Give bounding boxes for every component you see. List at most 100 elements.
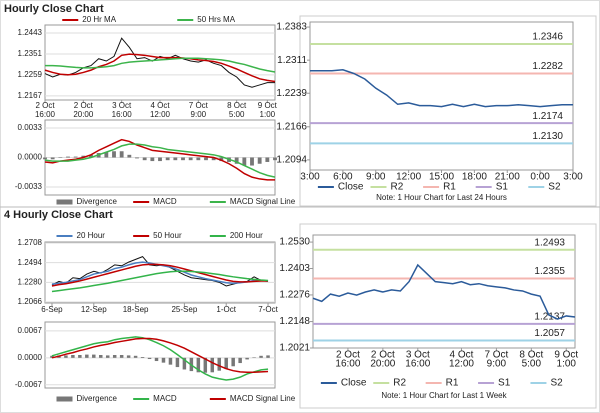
x-tick-label: 9:00 [487, 359, 507, 370]
x-tick-label: 3 Oct [406, 350, 430, 361]
divergence-bar [43, 157, 47, 160]
panel-frame [299, 15, 597, 207]
y-tick-label: 1.2280 [18, 277, 43, 286]
x-tick-label: 6-Sep [41, 305, 63, 314]
series-line [44, 53, 276, 83]
series-line [312, 263, 576, 320]
divergence-bar [58, 157, 63, 158]
x-tick-label: 6:00 [333, 172, 353, 183]
x-tick-label: 12:00 [449, 359, 474, 370]
divergence-bar [50, 157, 55, 160]
y-tick-label: 1.2066 [18, 297, 43, 306]
x-tick-label: 21:00 [495, 172, 520, 183]
y-tick-label: 1.2443 [18, 28, 43, 37]
divergence-bar [112, 151, 116, 158]
y-tick-label: 1.2403 [279, 263, 310, 274]
divergence-bar [196, 357, 201, 373]
divergence-bar [135, 157, 139, 159]
x-tick-label: 1:00 [557, 359, 577, 370]
divergence-bar [66, 156, 70, 158]
x-tick-label: 4 Oct [450, 350, 474, 361]
x-tick-label: 0:00 [530, 172, 550, 183]
x-tick-label: 12:00 [396, 172, 421, 183]
x-tick-label: 2 Oct [74, 101, 94, 110]
divergence-bar [165, 157, 170, 161]
legend-label: MACD [153, 197, 177, 206]
plot-area [309, 21, 574, 171]
x-tick-label: 20:00 [370, 359, 395, 370]
x-tick-label: 1-Oct [216, 305, 236, 314]
y-tick-label: -0.0067 [15, 380, 43, 389]
x-tick-label: 8 Oct [519, 350, 543, 361]
divergence-bar [265, 157, 270, 162]
divergence-bar [147, 357, 152, 360]
y-tick-label: 1.2239 [276, 88, 307, 99]
divergence-bar [119, 355, 124, 358]
x-tick-label: 3:00 [300, 172, 320, 183]
divergence-bar [252, 357, 256, 358]
legend-label: 50 Hrs MA [197, 15, 235, 24]
divergence-bar [81, 155, 86, 158]
x-tick-label: 25-Sep [171, 305, 197, 314]
y-tick-label: 1.2166 [276, 121, 307, 132]
divergence-bar [238, 357, 242, 364]
legend-label: Close [338, 182, 364, 193]
divergence-bar [133, 355, 138, 358]
x-tick-label: 16:00 [112, 110, 133, 119]
legend-label: R1 [446, 378, 459, 389]
legend-label: MACD Signal Line [230, 394, 296, 403]
legend-label: R2 [390, 182, 403, 193]
y-tick-label: 0.0033 [18, 123, 43, 132]
x-tick-label: 8 Oct [227, 101, 247, 110]
panel-frame [299, 223, 597, 409]
x-tick-label: 5:00 [522, 359, 542, 370]
x-tick-label: 18:00 [462, 172, 487, 183]
x-tick-label: 20:00 [73, 110, 94, 119]
divergence-bar [158, 157, 162, 162]
level-label: 1.2174 [532, 111, 563, 122]
divergence-bar [266, 355, 270, 358]
y-tick-label: -0.0033 [15, 182, 43, 191]
divergence-bar [154, 357, 159, 362]
legend-label: 200 Hour [230, 231, 263, 240]
divergence-bar [105, 355, 110, 358]
y-tick-label: 1.2530 [279, 237, 310, 248]
y-tick-label: 1.2494 [18, 258, 43, 267]
divergence-bar [250, 157, 254, 166]
y-tick-label: 1.2708 [18, 238, 43, 247]
x-tick-label: 2 Oct [371, 350, 395, 361]
section-title: Hourly Close Chart [4, 3, 104, 15]
series-line [44, 143, 276, 178]
y-tick-label: 0.0067 [18, 326, 43, 335]
divergence-bar [245, 357, 249, 360]
legend-label: S2 [548, 182, 561, 193]
series-line [310, 69, 573, 108]
legend-label: R2 [393, 378, 406, 389]
series-line [45, 57, 276, 73]
divergence-bar [257, 157, 262, 164]
legend-label: Close [341, 378, 367, 389]
legend-label: S2 [550, 378, 563, 389]
legend-label: 20 Hr MA [82, 15, 116, 24]
divergence-bar [119, 151, 124, 158]
divergence-bar [73, 156, 78, 158]
divergence-bar [259, 355, 263, 358]
chart-note: Note: 1 Hour Chart for Last 1 Week [381, 391, 507, 400]
divergence-bar [89, 154, 93, 158]
x-tick-label: 9 Oct [554, 350, 578, 361]
divergence-bar [234, 157, 239, 164]
series-line [51, 336, 269, 381]
divergence-bar [231, 357, 235, 367]
divergence-bar [211, 157, 216, 161]
divergence-bar [99, 355, 103, 358]
x-tick-label: 12-Sep [81, 305, 107, 314]
x-tick-label: 16:00 [35, 110, 56, 119]
divergence-bar [104, 152, 109, 158]
legend-label: Divergence [77, 197, 118, 206]
divergence-bar [126, 355, 131, 358]
y-tick-label: 1.2148 [279, 316, 310, 327]
y-tick-label: 1.2167 [18, 91, 43, 100]
y-tick-label: 1.2094 [276, 155, 307, 166]
chart-note: Note: 1 Hour Chart for Last 24 Hours [376, 193, 507, 202]
divergence-bar [71, 355, 75, 358]
